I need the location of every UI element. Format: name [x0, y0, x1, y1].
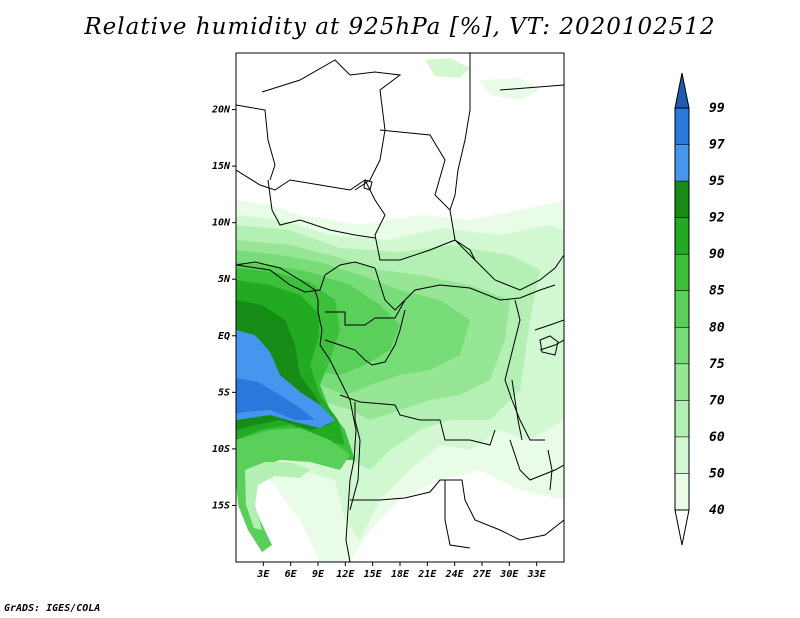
coastline: [236, 261, 319, 312]
lat-tick-label: 10N: [212, 218, 231, 229]
lon-tick-label: 12E: [336, 569, 355, 580]
border-line: [374, 234, 564, 291]
colorbar-label: 80: [709, 320, 725, 335]
border-line: [236, 104, 276, 181]
lon-tick-label: 18E: [391, 569, 410, 580]
colorbar-label: 99: [709, 101, 725, 116]
lake-malawi: [547, 449, 553, 491]
lon-tick-label: 24E: [445, 569, 465, 580]
colorbar-segment: [675, 473, 689, 510]
border-line: [509, 439, 564, 481]
colorbar-upper-triangle: [674, 72, 690, 109]
border-line: [539, 339, 564, 351]
lat-tick-label: 15S: [212, 500, 230, 511]
colorbar-label: 85: [709, 284, 725, 299]
border-line: [324, 309, 406, 366]
border-line: [350, 479, 564, 541]
map-title: Relative humidity at 925hPa [%], VT: 202…: [84, 14, 716, 40]
border-line: [499, 84, 564, 91]
humidity-swirl: [236, 428, 350, 552]
border-line: [339, 394, 496, 446]
colorbar-label: 95: [709, 174, 725, 189]
colorbar-segment: [675, 181, 689, 218]
lon-tick-label: 21E: [417, 569, 437, 580]
border-line: [261, 59, 402, 191]
colorbar-segment: [675, 363, 689, 401]
colorbar-segment: [675, 290, 689, 328]
border-line: [267, 179, 376, 239]
lon-tick-label: 30E: [499, 569, 519, 580]
border-line: [374, 267, 556, 311]
lon-tick-label: 15E: [364, 569, 383, 580]
humidity-band-99: [236, 378, 315, 420]
border-line: [504, 299, 545, 441]
lon-tick-label: 27E: [472, 569, 492, 580]
lat-tick-label: 5N: [218, 274, 231, 285]
lat-tick-label: 5S: [218, 387, 230, 398]
border-line: [449, 53, 471, 211]
border-line: [236, 169, 386, 236]
lon-tick-label: 3E: [256, 569, 270, 580]
humidity-patch-north: [425, 58, 470, 78]
lon-tick-label: 33E: [527, 569, 547, 580]
colorbar-segment: [675, 400, 689, 437]
colorbar-label: 90: [709, 247, 725, 262]
colorbar-label: 92: [709, 211, 725, 226]
humidity-field: [236, 53, 564, 562]
border-line: [534, 319, 564, 331]
longitude-axis: 3E 6E 9E 12E 15E 18E 21E 24E 27E 30E 33E: [256, 562, 547, 580]
colorbar-segment: [675, 254, 689, 291]
colorbar-label: 60: [709, 430, 725, 445]
colorbar-label: 75: [709, 357, 725, 372]
lon-tick-label: 6E: [285, 569, 298, 580]
colorbar-label: 97: [709, 138, 725, 153]
country-borders: [236, 53, 564, 562]
colorbar-lower-triangle: [674, 509, 690, 546]
latitude-axis: 20N 15N 10N 5N EQ 5S 10S 15S: [211, 105, 236, 511]
border-line: [236, 261, 376, 293]
lat-tick-label: 15N: [212, 161, 231, 172]
border-line: [349, 402, 361, 511]
colorbar-segment: [675, 108, 689, 145]
colorbar-segment: [675, 217, 689, 255]
colorbar: 40 50 60 70 75 80 85 90 92 95 97 99: [674, 72, 725, 546]
colorbar-label: 50: [709, 466, 725, 481]
coastline: [317, 311, 357, 562]
border-line: [444, 480, 471, 549]
humidity-swirl-inner: [245, 462, 310, 530]
lon-tick-label: 9E: [312, 569, 325, 580]
colorbar-segment: [675, 327, 689, 364]
colorbar-segment: [675, 436, 689, 474]
border-line: [325, 299, 406, 326]
grads-credit: GrADS: IGES/COLA: [4, 603, 101, 614]
lake-chad: [363, 179, 373, 191]
colorbar-segment: [675, 144, 689, 182]
lat-tick-label: 20N: [211, 105, 231, 116]
colorbar-label: 40: [709, 503, 725, 518]
lake-tanganyika: [511, 379, 523, 441]
lat-tick-label: EQ: [218, 331, 230, 342]
lake-victoria: [539, 335, 559, 356]
border-line: [379, 129, 476, 261]
lat-tick-label: 10S: [212, 444, 230, 455]
colorbar-label: 70: [709, 393, 725, 408]
